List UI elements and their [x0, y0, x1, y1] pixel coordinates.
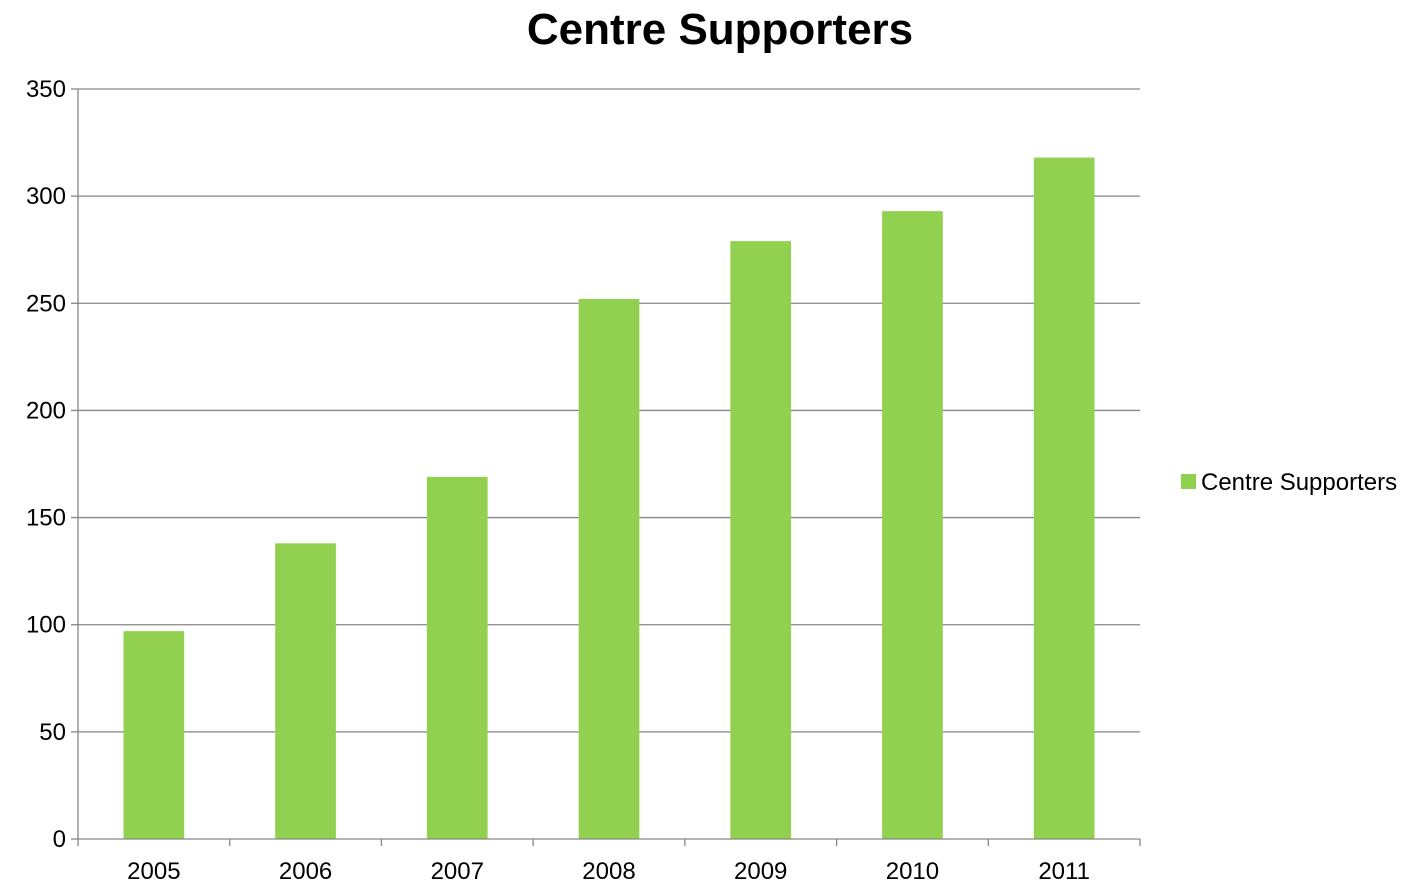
y-tick-label: 300 [26, 183, 66, 210]
y-tick-label: 350 [26, 76, 66, 103]
y-tick-label: 200 [26, 397, 66, 424]
x-tick-label: 2008 [582, 858, 635, 883]
bar-2008 [578, 299, 640, 839]
x-tick-label: 2011 [1038, 858, 1090, 883]
y-tick-label: 250 [26, 290, 66, 317]
x-tick-label: 2009 [734, 858, 787, 883]
bar-2007 [426, 476, 488, 839]
bar-2010 [882, 211, 943, 840]
x-tick-label: 2007 [431, 858, 484, 883]
y-axis-tick-labels: 0 50 100 150 200 250 300 350 [26, 76, 66, 853]
axes [71, 88, 1141, 846]
x-tick-label: 2010 [886, 858, 939, 883]
legend-label: Centre Supporters [1201, 469, 1397, 496]
bar-2011 [1033, 157, 1095, 840]
x-tick-label: 2005 [127, 858, 180, 883]
chart-title: Centre Supporters [527, 5, 913, 54]
bars [123, 157, 1095, 840]
y-tick-label: 50 [39, 719, 66, 746]
x-tick-label: 2006 [279, 858, 332, 883]
y-tick-label: 0 [53, 826, 66, 853]
legend-swatch [1181, 474, 1196, 489]
bar-2006 [275, 543, 336, 839]
y-tick-label: 100 [26, 612, 66, 639]
y-tick-label: 150 [26, 505, 66, 532]
legend: Centre Supporters [1181, 469, 1397, 496]
bar-2005 [123, 631, 185, 839]
x-axis-tick-labels: 2005 2006 2007 2008 2009 2010 2011 [127, 858, 1090, 883]
bar-2009 [730, 241, 792, 840]
